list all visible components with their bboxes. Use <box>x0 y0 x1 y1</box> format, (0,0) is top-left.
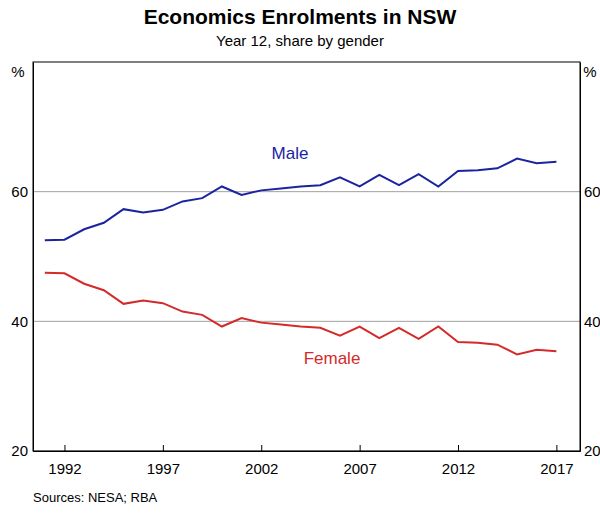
tick: 2007 <box>343 445 376 477</box>
tick-mark <box>360 445 361 451</box>
tick: 60 <box>580 183 600 200</box>
line-female <box>45 273 557 355</box>
tick: 2012 <box>442 445 475 477</box>
tick-label: 60 <box>584 183 600 200</box>
axis-line <box>34 451 581 452</box>
tick-label: 20 <box>584 442 600 459</box>
y-axis-right: 20 40 60 <box>580 63 600 460</box>
tick-label: 2007 <box>343 460 376 477</box>
tick: 1997 <box>147 445 180 477</box>
tick-label: 40 <box>11 313 28 330</box>
grid <box>33 192 580 451</box>
x-axis: 1992 1997 2002 2007 2012 2017 <box>34 445 581 477</box>
tick: 2017 <box>540 445 573 477</box>
y-axis-left: 20 40 60 <box>11 63 33 460</box>
tick-label: 1997 <box>147 460 180 477</box>
tick-mark <box>64 445 65 451</box>
y-unit-right: % <box>583 63 596 80</box>
series-label: Male <box>272 144 309 163</box>
tick-label: 20 <box>11 442 28 459</box>
tick-mark <box>163 445 164 451</box>
tick: 1992 <box>48 445 81 477</box>
plot-frame <box>33 62 580 451</box>
axis-line <box>33 63 34 452</box>
title: Economics Enrolments in NSW <box>144 5 457 28</box>
tick: 60 <box>11 183 33 200</box>
tick-mark <box>458 445 459 451</box>
tick-label: 1992 <box>48 460 81 477</box>
tick-label: 2012 <box>442 460 475 477</box>
tick: 2002 <box>245 445 278 477</box>
series-group <box>45 159 557 355</box>
tick-mark <box>556 445 557 451</box>
tick-label: 2017 <box>540 460 573 477</box>
tick: 40 <box>580 313 600 330</box>
tick-mark <box>261 445 262 451</box>
axis-line <box>580 63 581 452</box>
source: Sources: NESA; RBA <box>33 490 158 505</box>
tick-label: 40 <box>584 313 600 330</box>
grid-line <box>33 321 580 322</box>
grid-line <box>33 191 580 192</box>
y-unit-left: % <box>11 63 24 80</box>
chart: Economics Enrolments in NSW Year 12, shar… <box>0 0 600 513</box>
series-label: Female <box>304 349 361 368</box>
tick: 20 <box>580 442 600 459</box>
tick-label: 60 <box>11 183 28 200</box>
tick-label: 2002 <box>245 460 278 477</box>
line-male <box>45 159 557 241</box>
tick: 20 <box>11 442 33 459</box>
tick: 40 <box>11 313 33 330</box>
subtitle: Year 12, share by gender <box>216 32 384 49</box>
